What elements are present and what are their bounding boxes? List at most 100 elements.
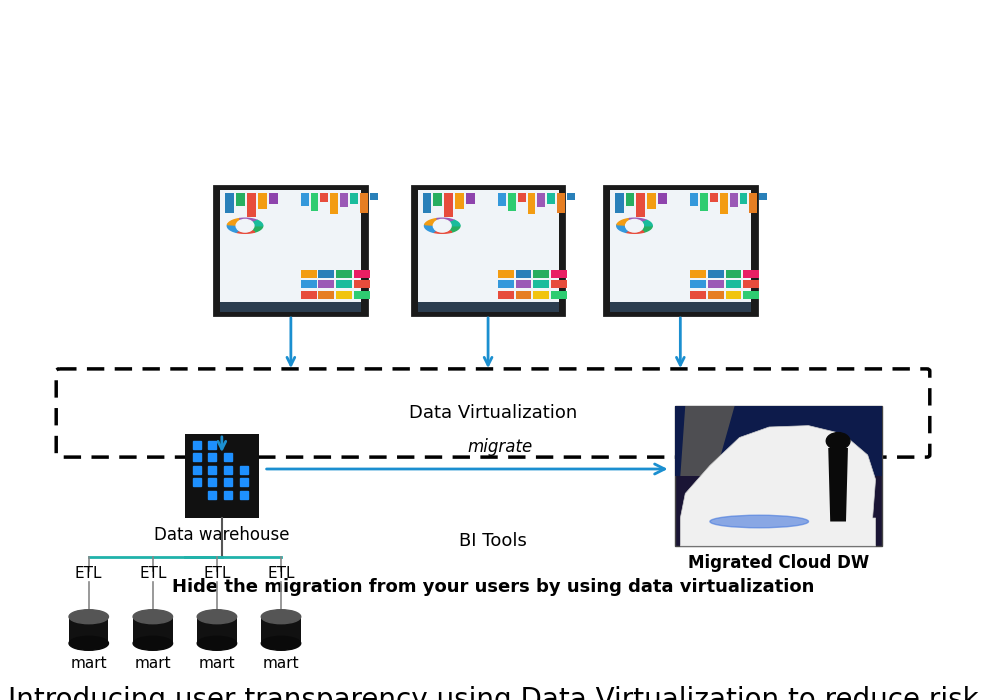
FancyBboxPatch shape: [498, 270, 514, 278]
Circle shape: [625, 220, 643, 232]
Polygon shape: [437, 218, 455, 226]
FancyBboxPatch shape: [551, 290, 567, 299]
FancyBboxPatch shape: [498, 280, 514, 288]
FancyBboxPatch shape: [726, 290, 741, 299]
FancyBboxPatch shape: [225, 193, 235, 213]
FancyBboxPatch shape: [690, 270, 706, 278]
FancyBboxPatch shape: [301, 270, 317, 278]
Ellipse shape: [197, 610, 237, 624]
FancyBboxPatch shape: [320, 193, 328, 202]
FancyBboxPatch shape: [647, 193, 657, 209]
Polygon shape: [442, 226, 459, 232]
Polygon shape: [228, 225, 245, 232]
FancyBboxPatch shape: [675, 406, 882, 546]
FancyBboxPatch shape: [508, 193, 516, 211]
Polygon shape: [617, 218, 635, 226]
Polygon shape: [433, 226, 452, 233]
FancyBboxPatch shape: [370, 193, 378, 200]
Circle shape: [826, 433, 850, 449]
FancyBboxPatch shape: [518, 193, 526, 202]
FancyBboxPatch shape: [185, 434, 258, 518]
FancyBboxPatch shape: [133, 617, 173, 643]
FancyBboxPatch shape: [749, 193, 757, 213]
FancyBboxPatch shape: [708, 290, 724, 299]
Text: mart: mart: [134, 656, 172, 671]
Text: Data Virtualization: Data Virtualization: [409, 404, 577, 422]
Polygon shape: [680, 406, 735, 476]
FancyBboxPatch shape: [360, 193, 368, 213]
FancyBboxPatch shape: [318, 270, 334, 278]
FancyBboxPatch shape: [318, 280, 334, 288]
FancyBboxPatch shape: [659, 193, 667, 204]
Text: ETL: ETL: [75, 566, 103, 582]
Ellipse shape: [197, 636, 237, 650]
Polygon shape: [617, 225, 635, 232]
Text: migrate: migrate: [467, 438, 533, 456]
Text: mart: mart: [70, 656, 107, 671]
FancyBboxPatch shape: [301, 290, 317, 299]
FancyBboxPatch shape: [567, 193, 575, 200]
Polygon shape: [629, 218, 647, 226]
FancyBboxPatch shape: [759, 193, 767, 200]
FancyBboxPatch shape: [730, 193, 738, 207]
FancyBboxPatch shape: [336, 270, 352, 278]
FancyBboxPatch shape: [743, 270, 759, 278]
Text: mart: mart: [262, 656, 300, 671]
Text: ETL: ETL: [139, 566, 167, 582]
FancyBboxPatch shape: [498, 290, 514, 299]
FancyBboxPatch shape: [690, 280, 706, 288]
FancyBboxPatch shape: [726, 280, 741, 288]
Text: ETL: ETL: [267, 566, 295, 582]
FancyBboxPatch shape: [708, 280, 724, 288]
FancyBboxPatch shape: [533, 290, 549, 299]
FancyBboxPatch shape: [220, 302, 361, 312]
FancyBboxPatch shape: [743, 280, 759, 288]
FancyBboxPatch shape: [257, 193, 266, 209]
FancyBboxPatch shape: [220, 190, 361, 302]
Ellipse shape: [261, 636, 301, 650]
FancyBboxPatch shape: [311, 193, 318, 211]
Polygon shape: [425, 218, 442, 226]
FancyBboxPatch shape: [690, 193, 698, 206]
Text: Migrated Cloud DW: Migrated Cloud DW: [688, 554, 870, 573]
Text: Introducing user transparency using Data Virtualization to reduce risk
in a Data: Introducing user transparency using Data…: [8, 686, 978, 700]
FancyBboxPatch shape: [69, 617, 108, 643]
Polygon shape: [245, 220, 262, 226]
FancyBboxPatch shape: [465, 193, 474, 204]
FancyBboxPatch shape: [336, 290, 352, 299]
FancyBboxPatch shape: [637, 193, 645, 217]
FancyBboxPatch shape: [533, 280, 549, 288]
FancyBboxPatch shape: [675, 406, 882, 476]
FancyBboxPatch shape: [268, 193, 278, 204]
FancyBboxPatch shape: [557, 193, 565, 213]
Polygon shape: [425, 225, 442, 232]
FancyBboxPatch shape: [354, 280, 370, 288]
Polygon shape: [245, 226, 262, 232]
FancyBboxPatch shape: [609, 190, 751, 302]
Ellipse shape: [69, 610, 108, 624]
Polygon shape: [635, 226, 653, 232]
FancyBboxPatch shape: [336, 280, 352, 288]
Polygon shape: [442, 220, 459, 226]
FancyBboxPatch shape: [516, 280, 531, 288]
FancyBboxPatch shape: [710, 193, 718, 202]
FancyBboxPatch shape: [743, 290, 759, 299]
FancyBboxPatch shape: [444, 193, 454, 217]
FancyBboxPatch shape: [700, 193, 708, 211]
Polygon shape: [828, 448, 848, 522]
FancyBboxPatch shape: [354, 270, 370, 278]
FancyBboxPatch shape: [246, 193, 256, 217]
FancyBboxPatch shape: [726, 270, 741, 278]
FancyBboxPatch shape: [197, 617, 237, 643]
FancyBboxPatch shape: [537, 193, 545, 207]
FancyBboxPatch shape: [418, 302, 558, 312]
FancyBboxPatch shape: [412, 186, 564, 315]
Polygon shape: [240, 218, 257, 226]
FancyBboxPatch shape: [609, 302, 751, 312]
FancyBboxPatch shape: [720, 193, 728, 214]
FancyBboxPatch shape: [740, 193, 747, 204]
Polygon shape: [680, 426, 876, 546]
FancyBboxPatch shape: [615, 193, 623, 213]
Text: BI Tools: BI Tools: [459, 532, 527, 550]
FancyBboxPatch shape: [625, 193, 635, 206]
